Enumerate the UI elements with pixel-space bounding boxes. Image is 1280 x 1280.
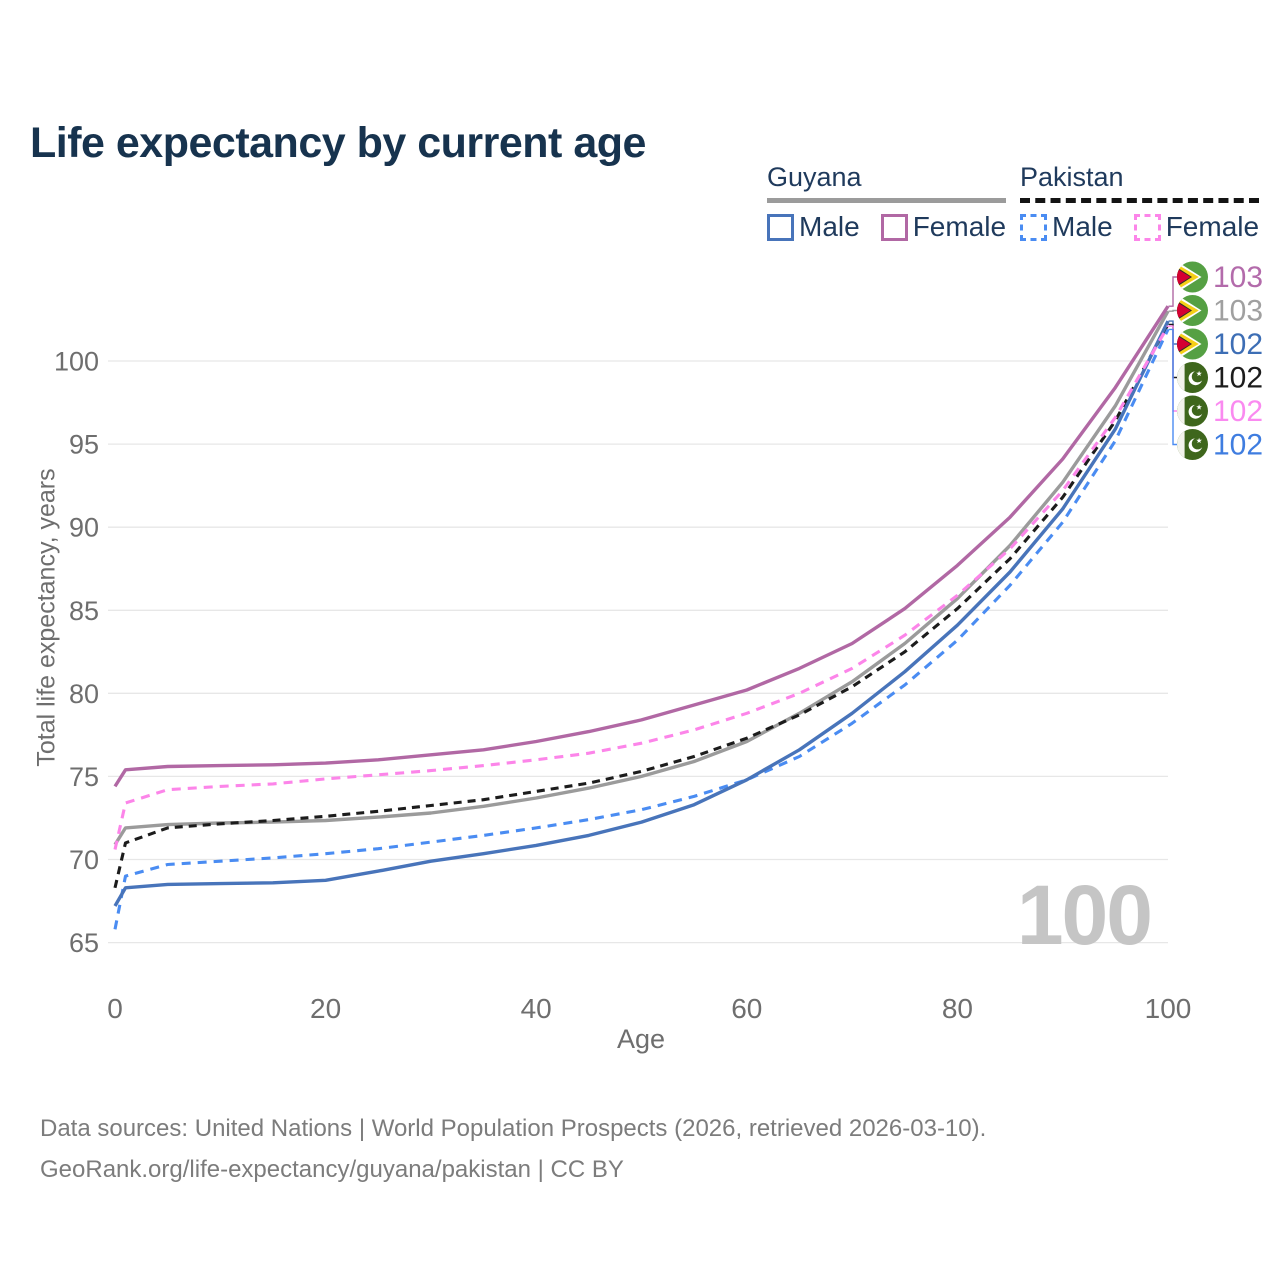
legend-pakistan-line-style: [1020, 198, 1260, 203]
x-axis-title: Age: [616, 1024, 666, 1054]
pakistan-flag-icon: [1177, 429, 1208, 460]
pakistan-male-swatch-icon: [1020, 213, 1047, 241]
x-tick-label: 40: [521, 993, 552, 1024]
guyana-female-swatch-icon: [880, 213, 908, 241]
pakistan-female-swatch-icon: [1133, 213, 1161, 241]
series-line-pakistan-female[interactable]: [113, 325, 1170, 850]
legend-group-title-pakistan: Pakistan: [1020, 162, 1124, 192]
x-tick-label: 0: [107, 993, 123, 1024]
legend-group-guyana: Guyana Male Female: [767, 162, 1007, 243]
legend-group-pakistan: Pakistan Male Female: [1020, 162, 1260, 243]
guyana-flag-icon: [1177, 328, 1208, 360]
legend-guyana-line-style: [767, 198, 1007, 203]
legend-label-guyana-female: Female: [912, 211, 1007, 242]
legend-label-pakistan-female: Female: [1165, 211, 1260, 242]
end-value-label-guyana-male: 102: [1213, 328, 1263, 361]
y-tick-label: 75: [69, 762, 99, 792]
legend-item-pakistan-female[interactable]: Female: [1133, 211, 1260, 243]
y-tick-label: 80: [69, 679, 99, 709]
x-tick-label: 60: [731, 993, 762, 1024]
y-tick-label: 90: [69, 513, 99, 543]
x-tick-label: 100: [1145, 993, 1192, 1024]
legend-item-guyana-female[interactable]: Female: [880, 211, 1007, 243]
end-value-label-pakistan-female: 102: [1213, 395, 1263, 428]
series-line-guyana-male[interactable]: [113, 320, 1170, 907]
series-line-pakistan-male[interactable]: [113, 328, 1170, 930]
pakistan-flag-icon: [1177, 395, 1208, 427]
y-axis-title: Total life expectancy, years: [32, 468, 61, 767]
y-tick-label: 65: [69, 928, 99, 958]
y-tick-label: 95: [69, 430, 99, 460]
footer: Data sources: United Nations | World Pop…: [40, 1108, 986, 1190]
legend-item-pakistan-male[interactable]: Male: [1020, 211, 1113, 243]
end-connector-pakistan-male: [1168, 328, 1177, 446]
end-value-label-guyana-both: 103: [1213, 295, 1263, 328]
legend-label-pakistan-male: Male: [1052, 211, 1113, 242]
y-tick-label: 100: [54, 347, 99, 377]
watermark-age: 100: [1017, 868, 1151, 962]
y-tick-label: 70: [69, 845, 99, 875]
y-tick-label: 85: [69, 596, 99, 626]
legend-group-title-guyana: Guyana: [767, 162, 862, 192]
series-line-guyana-female[interactable]: [113, 305, 1170, 788]
footer-data-sources: Data sources: United Nations | World Pop…: [40, 1115, 987, 1142]
legend-item-guyana-male[interactable]: Male: [767, 211, 860, 243]
x-tick-label: 80: [942, 993, 973, 1024]
footer-attribution: GeoRank.org/life-expectancy/guyana/pakis…: [40, 1156, 624, 1183]
end-connector-guyana-both: [1168, 309, 1177, 312]
guyana-male-swatch-icon: [767, 213, 794, 241]
end-value-label-pakistan-male: 102: [1213, 429, 1263, 462]
page-title: Life expectancy by current age: [30, 118, 646, 167]
end-connector-guyana-female: [1168, 276, 1177, 307]
end-value-label-guyana-female: 103: [1213, 261, 1263, 294]
guyana-flag-icon: [1177, 295, 1208, 326]
guyana-flag-icon: [1177, 261, 1208, 293]
pakistan-flag-icon: [1177, 362, 1208, 393]
end-value-label-pakistan-both: 102: [1213, 362, 1263, 395]
x-tick-label: 20: [310, 993, 341, 1024]
legend-label-guyana-male: Male: [799, 211, 860, 242]
series-line-pakistan-both[interactable]: [113, 323, 1170, 889]
